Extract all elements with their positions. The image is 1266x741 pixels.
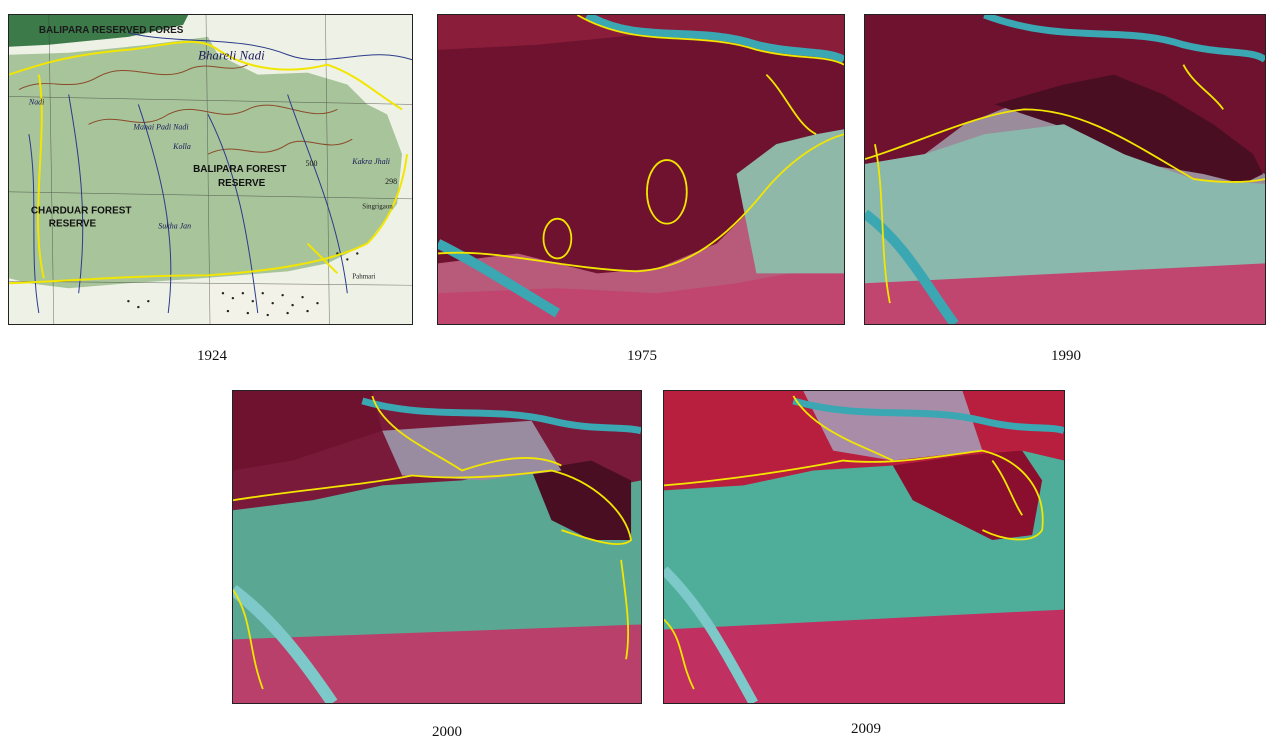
- satellite-panel-1975: [437, 14, 845, 325]
- satellite-panel-1990: [864, 14, 1266, 325]
- satellite-panel-2000: [232, 390, 642, 704]
- label-singrigaon: Singrigaon: [362, 203, 393, 211]
- caption-2000: 2000: [432, 724, 462, 740]
- label-balipara-reserved: BALIPARA RESERVED FORES: [39, 25, 184, 36]
- caption-2009: 2009: [851, 721, 881, 737]
- label-bhareli-nadi: Bhareli Nadi: [198, 48, 265, 63]
- label-charduar-forest: CHARDUAR FOREST: [31, 206, 132, 217]
- label-kakra-jhali: Kakra Jhali: [351, 157, 390, 166]
- caption-1990: 1990: [1051, 348, 1081, 364]
- label-elevation-500: 500: [306, 159, 318, 168]
- map-panel-1924: BALIPARA RESERVED FORES Bhareli Nadi BAL…: [8, 14, 413, 325]
- label-nadi: Nadi: [28, 97, 44, 106]
- satellite-image-1990: [865, 15, 1265, 324]
- satellite-image-2000: [233, 391, 641, 703]
- label-sukha-jan: Sukha Jan: [158, 222, 191, 231]
- label-charduar-reserve: RESERVE: [49, 219, 97, 230]
- label-pahmari: Pahmari: [352, 272, 375, 280]
- satellite-image-2009: [664, 391, 1064, 703]
- satellite-panel-2009: [663, 390, 1065, 704]
- label-kolla: Kolla: [172, 142, 191, 151]
- satellite-image-1975: [438, 15, 844, 324]
- label-balipara-reserve: RESERVE: [218, 178, 266, 189]
- label-balipara-forest: BALIPARA FOREST: [193, 164, 286, 175]
- label-manai-padi-nadi: Manai Padi Nadi: [132, 122, 188, 131]
- label-elevation-298: 298: [385, 177, 397, 186]
- caption-1924: 1924: [197, 348, 227, 364]
- caption-1975: 1975: [627, 348, 657, 364]
- topographic-map-1924: BALIPARA RESERVED FORES Bhareli Nadi BAL…: [9, 15, 412, 324]
